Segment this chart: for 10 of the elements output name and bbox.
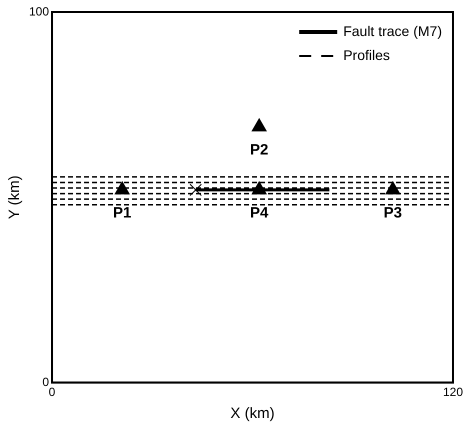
x-axis-title: X (km) (230, 405, 275, 422)
annotation: P2 (250, 142, 268, 159)
annotation: P4 (250, 204, 270, 222)
legend-label: Fault trace (M7) (343, 22, 442, 39)
y-axis-title: Y (km) (6, 175, 24, 220)
x-tick-label: 120 (442, 385, 464, 400)
annotation: P1 (113, 204, 132, 222)
legend-label: Profiles (343, 46, 390, 63)
y-tick-label: 100 (28, 4, 50, 18)
annotation: P3 (384, 204, 402, 222)
